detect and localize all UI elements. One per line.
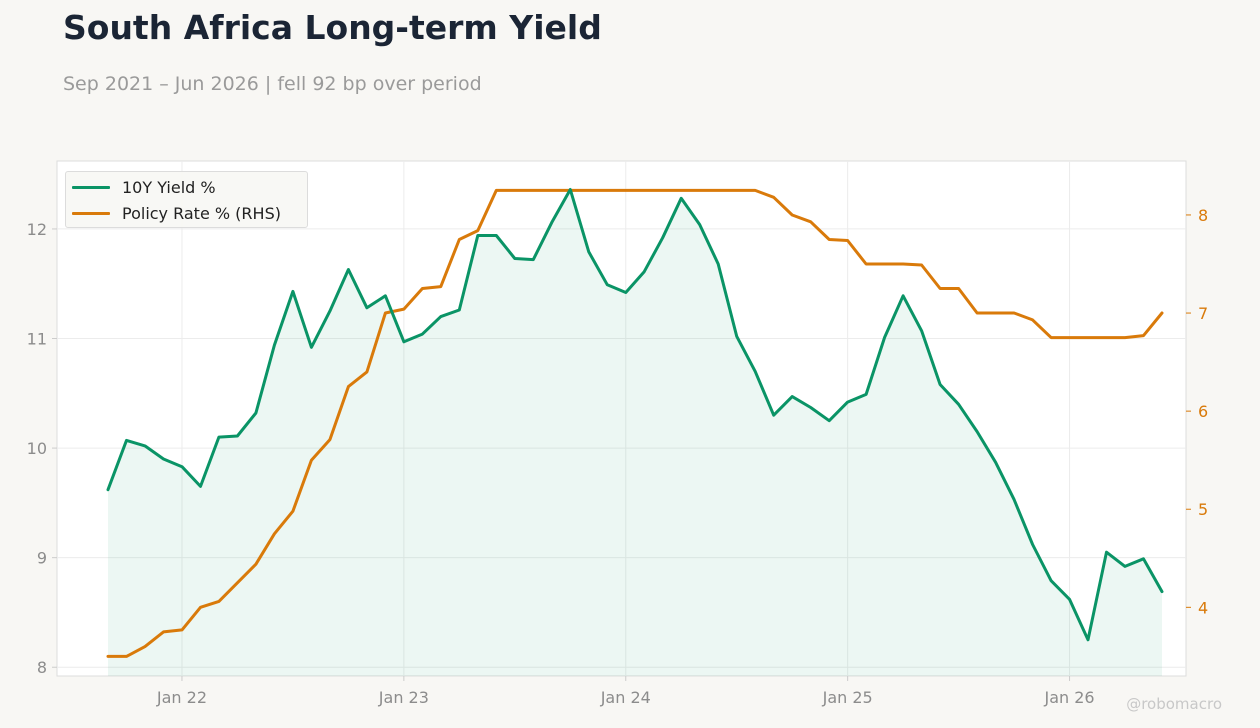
left-tick-label: 9 xyxy=(37,549,47,568)
legend: 10Y Yield % Policy Rate % (RHS) xyxy=(65,171,308,228)
x-tick-label: Jan 23 xyxy=(378,688,429,707)
left-tick-label: 8 xyxy=(37,658,47,677)
legend-swatch-policy xyxy=(72,211,110,215)
policy-rate-line xyxy=(106,188,1164,658)
grid-lines xyxy=(57,161,1186,676)
yield-area-fill xyxy=(108,189,1162,676)
legend-label-policy: Policy Rate % (RHS) xyxy=(122,203,281,223)
left-tick-label: 12 xyxy=(27,220,47,239)
right-tick-label: 8 xyxy=(1198,206,1208,225)
right-tick-label: 7 xyxy=(1198,304,1208,323)
right-y-axis: 4 5 6 7 8 xyxy=(1186,206,1208,617)
yield-area xyxy=(108,189,1162,676)
left-y-axis: 8 9 10 11 12 xyxy=(27,220,57,677)
x-axis: Jan 22 Jan 23 Jan 24 Jan 25 Jan 26 xyxy=(156,676,1095,707)
right-tick-label: 4 xyxy=(1198,598,1208,617)
chart-subtitle: Sep 2021 – Jun 2026 | fell 92 bp over pe… xyxy=(63,73,482,95)
legend-item-policy: Policy Rate % (RHS) xyxy=(72,201,281,225)
yield-line xyxy=(106,188,1164,642)
x-tick-label: Jan 22 xyxy=(156,688,207,707)
left-tick-label: 10 xyxy=(27,439,47,458)
watermark: @robomacro xyxy=(1126,695,1222,713)
plot-area xyxy=(56,160,1187,677)
right-tick-label: 6 xyxy=(1198,402,1208,421)
x-tick-label: Jan 25 xyxy=(822,688,873,707)
legend-label-yield: 10Y Yield % xyxy=(122,177,216,197)
chart-title: South Africa Long-term Yield xyxy=(63,8,602,47)
x-tick-label: Jan 26 xyxy=(1043,688,1094,707)
legend-item-yield: 10Y Yield % xyxy=(72,175,216,199)
legend-swatch-yield xyxy=(72,185,110,189)
left-tick-label: 11 xyxy=(27,330,47,349)
x-tick-label: Jan 24 xyxy=(600,688,651,707)
right-tick-label: 5 xyxy=(1198,500,1208,519)
series-lines xyxy=(106,188,1164,658)
